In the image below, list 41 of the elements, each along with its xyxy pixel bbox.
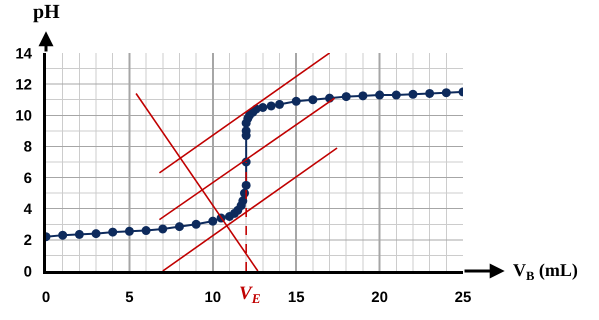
point xyxy=(266,101,276,110)
y-tick-label: 8 xyxy=(24,138,32,156)
point xyxy=(124,226,134,236)
point xyxy=(58,230,68,240)
x-tick-label: 10 xyxy=(204,289,222,306)
point xyxy=(342,92,351,102)
point xyxy=(242,180,251,190)
y-tick-label: 2 xyxy=(24,232,32,250)
y-tick-label: 10 xyxy=(15,108,32,125)
point xyxy=(108,228,118,237)
x-axis-title: V$_{B}$ (mL) xyxy=(513,260,578,283)
point xyxy=(425,88,434,98)
point xyxy=(308,95,318,104)
point xyxy=(442,88,451,98)
point xyxy=(92,229,101,238)
y-tick-label: 0 xyxy=(24,263,32,280)
x-tick-label: 25 xyxy=(454,289,472,306)
x-tick-label: 5 xyxy=(125,289,134,306)
x-tick-label: 15 xyxy=(288,289,305,306)
point xyxy=(408,90,418,99)
point xyxy=(275,100,284,109)
point xyxy=(174,222,184,232)
y-tick-label: 14 xyxy=(15,45,33,62)
x-tick-label: 0 xyxy=(42,289,50,306)
y-tick-label: 12 xyxy=(15,76,32,94)
point xyxy=(358,91,368,100)
point xyxy=(375,90,384,100)
point xyxy=(392,90,401,100)
y-tick-label: 6 xyxy=(24,170,32,187)
point xyxy=(74,230,84,239)
point xyxy=(142,226,151,236)
point xyxy=(258,103,268,112)
point xyxy=(192,220,201,229)
x-tick-label: 20 xyxy=(371,289,388,306)
point xyxy=(292,96,301,106)
y-tick-label: 4 xyxy=(24,200,33,218)
point xyxy=(238,196,248,206)
point xyxy=(158,224,168,234)
point xyxy=(208,216,218,226)
y-axis-title: pH xyxy=(33,1,60,23)
annotation: V$_{E}$ xyxy=(239,283,261,306)
